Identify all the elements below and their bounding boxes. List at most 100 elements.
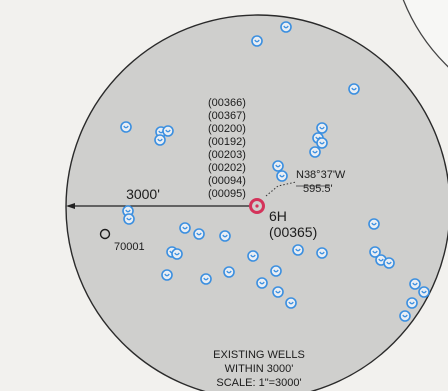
well-symbol[interactable] (368, 218, 380, 230)
well-symbol-ring (272, 286, 284, 298)
stacked-id: (00095) (208, 188, 246, 200)
well-symbol-mark (283, 25, 289, 29)
well-symbol-mark (319, 126, 325, 130)
subject-well-id: (00365) (269, 224, 317, 240)
distance-label: 595.5' (303, 183, 333, 195)
well-symbol[interactable] (179, 222, 191, 234)
well-symbol-mark (254, 39, 260, 43)
well-symbol-mark (351, 87, 357, 91)
well-symbol[interactable] (276, 170, 288, 182)
well-symbol-mark (126, 217, 132, 221)
well-symbol-mark (203, 277, 209, 281)
well-symbol-ring (280, 21, 292, 33)
well-symbol[interactable] (316, 137, 328, 149)
well-symbol-ring (285, 297, 297, 309)
well-symbol[interactable] (162, 125, 174, 137)
stacked-id: (00367) (208, 110, 246, 122)
well-symbol-ring (123, 213, 135, 225)
well-symbol[interactable] (171, 248, 183, 260)
well-symbol[interactable] (219, 230, 231, 242)
well-symbol-ring (219, 230, 231, 242)
well-symbol[interactable] (247, 250, 259, 262)
well-symbol-mark (421, 290, 427, 294)
well-symbol-mark (412, 282, 418, 286)
well-symbol-mark (319, 141, 325, 145)
well-symbol-ring (369, 246, 381, 258)
well-symbol[interactable] (292, 244, 304, 256)
well-symbol[interactable] (200, 273, 212, 285)
adjacent-circle-edge (402, 0, 448, 68)
well-symbol-mark (275, 290, 281, 294)
well-symbol-mark (402, 314, 408, 318)
stacked-id: (00203) (208, 149, 246, 161)
well-symbol-ring (418, 286, 430, 298)
stacked-id: (00366) (208, 97, 246, 109)
stacked-id: (00202) (208, 162, 246, 174)
well-symbol[interactable] (120, 121, 132, 133)
well-symbol[interactable] (270, 265, 282, 277)
well-symbol-ring (179, 222, 191, 234)
well-symbol-ring (223, 266, 235, 278)
well-symbol-ring (247, 250, 259, 262)
well-symbol-ring (251, 35, 263, 47)
legend-line-1: EXISTING WELLS (213, 349, 305, 361)
well-symbol[interactable] (280, 21, 292, 33)
well-symbol[interactable] (383, 257, 395, 269)
well-symbol[interactable] (161, 269, 173, 281)
well-symbol-mark (312, 150, 318, 154)
well-symbol[interactable] (272, 286, 284, 298)
legend-line-3: SCALE: 1"=3000' (216, 377, 301, 389)
well-symbol-ring (154, 134, 166, 146)
well-symbol[interactable] (399, 310, 411, 322)
well-symbol-mark (378, 258, 384, 262)
well-symbol-mark (409, 301, 415, 305)
stacked-id: (00192) (208, 136, 246, 148)
well-70001-label: 70001 (114, 241, 145, 253)
well-symbol-ring (272, 160, 284, 172)
well-symbol-ring (383, 257, 395, 269)
well-symbol[interactable] (316, 247, 328, 259)
well-symbol-ring (409, 278, 421, 290)
bearing-label: N38°37'W (296, 169, 346, 181)
well-symbol[interactable] (409, 278, 421, 290)
well-symbol-ring (406, 297, 418, 309)
well-symbol[interactable] (123, 213, 135, 225)
well-symbol[interactable] (272, 160, 284, 172)
well-symbol-mark (372, 250, 378, 254)
well-symbol-mark (319, 251, 325, 255)
well-symbol[interactable] (316, 122, 328, 134)
well-symbol-ring (193, 228, 205, 240)
well-symbol[interactable] (309, 146, 321, 158)
well-70001-marker[interactable] (99, 228, 111, 240)
well-symbol-mark (259, 281, 265, 285)
subject-well-marker[interactable] (249, 198, 265, 214)
well-symbol-ring (292, 244, 304, 256)
well-symbol[interactable] (223, 266, 235, 278)
stacked-id: (00094) (208, 175, 246, 187)
stacked-id: (00200) (208, 123, 246, 135)
well-symbol-mark (295, 248, 301, 252)
well-symbol[interactable] (256, 277, 268, 289)
well-symbol-mark (275, 164, 281, 168)
well-symbol[interactable] (193, 228, 205, 240)
subject-well-label: 6H (269, 208, 287, 224)
well-symbol-mark (123, 125, 129, 129)
legend-line-2: WITHIN 3000' (225, 363, 294, 375)
well-symbol-ring (161, 269, 173, 281)
well-symbol[interactable] (418, 286, 430, 298)
well-symbol[interactable] (251, 35, 263, 47)
well-symbol-ring (316, 137, 328, 149)
existing-wells (120, 21, 430, 322)
well-symbol[interactable] (406, 297, 418, 309)
radius-circle (65, 14, 448, 391)
well-symbol-mark (273, 269, 279, 273)
well-symbol-mark (125, 209, 131, 213)
well-symbol-mark (288, 301, 294, 305)
well-symbol[interactable] (154, 134, 166, 146)
well-symbol[interactable] (369, 246, 381, 258)
well-symbol-mark (157, 138, 163, 142)
well-symbol[interactable] (348, 83, 360, 95)
well-symbol-ring (276, 170, 288, 182)
well-symbol[interactable] (285, 297, 297, 309)
